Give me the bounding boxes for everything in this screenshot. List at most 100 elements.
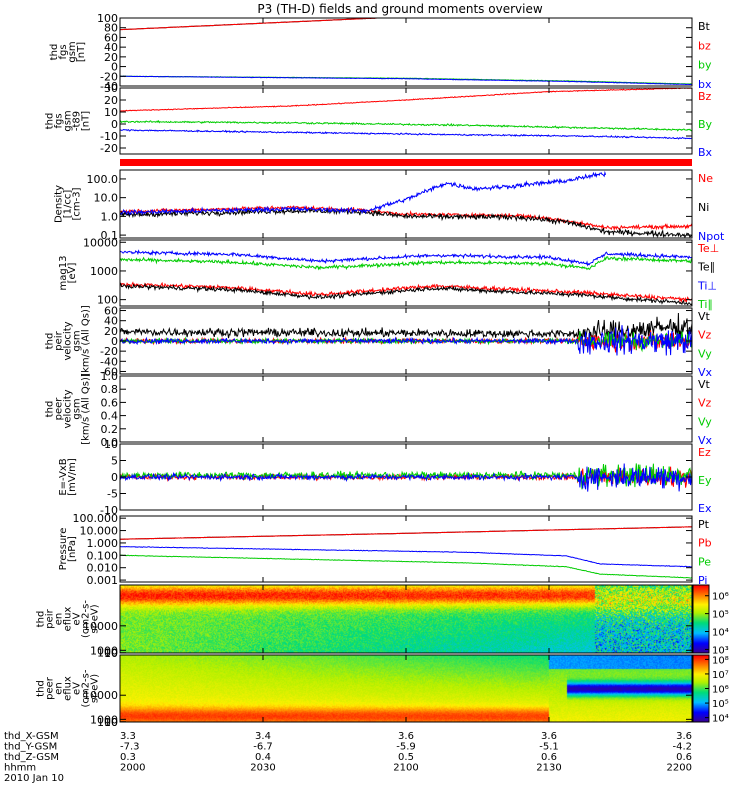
y-axis-label: peer [54,397,65,421]
legend-Bt: Bt [698,20,711,33]
panels: Btbzbybx100806040200-20-40thdfgsgsm[nT]B… [36,12,729,729]
series-line-bx [120,75,692,85]
series-line-Pb [119,526,693,540]
legend-Pt: Pt [698,518,710,531]
y-tick-label: 10000 [83,236,118,249]
x-row-value: 2100 [393,763,418,774]
colorbar-tick-label: 10⁴ [712,714,729,725]
y-axis-label: [eV] [67,263,78,284]
colorbar-tick-label: 10⁶ [712,685,729,696]
y-tick-label: -20 [100,142,118,155]
x-row-label: thd_Y-GSM [4,742,57,753]
x-row-value: 3.4 [255,731,271,742]
x-row-value: 0.4 [255,752,271,763]
y-tick-label: 100 [97,647,118,660]
y-tick-label: 1000 [90,713,118,726]
colorbar-tick-label: 10⁸ [712,655,729,666]
y-axis-label: Pressure [58,528,69,571]
y-tick-label: 20 [104,51,118,64]
x-row-value: 0.5 [398,752,414,763]
y-tick-label: 0.0 [101,436,119,449]
y-tick-label: 10.000 [80,525,119,538]
panel-7: Ez Ey Ex 10 5 0 -5 -10 E=-VxB[mV/m] [58,438,712,517]
y-axis-label: [mV/m] [67,458,78,496]
x-row-value: 3.3 [120,731,136,742]
colorbar-tick-label: 10⁴ [712,628,729,639]
y-axis-label: eflux [63,607,74,632]
spectrogram [120,655,692,722]
figure-title: P3 (TH-D) fields and ground moments over… [257,2,542,16]
y-tick-label: 80 [104,22,118,35]
y-tick-label: 100 [97,716,118,729]
series-line-By [119,119,693,132]
series-line-bz [119,17,378,31]
legend-Ex: Ex [698,502,712,515]
series-line-Bx [119,128,692,140]
y-tick-label: 1000 [90,644,118,657]
y-axis-label: Density [54,185,65,223]
y-tick-label: 1.0 [101,210,119,223]
panel-frame [119,515,693,583]
x-row-value: -5.1 [539,742,559,753]
y-axis-label: peir [54,330,65,350]
y-tick-label: -40 [100,80,118,93]
y-tick-label: -10 [100,504,118,517]
x-row-value: 2130 [536,763,561,774]
y-axis-label: [km/s (All Qs)] [81,373,92,445]
legend-Ti⊥: Ti⊥ [697,279,717,292]
panel-6: Vt Vz Vy Vx 1.00.80.60.40.20.0 thdpeervelocit… [45,370,713,449]
date-label: 2010 Jan 10 [4,773,64,784]
y-axis-label: eV [72,682,83,695]
legend-Ne: Ne [698,172,713,185]
y-axis-label: en [54,682,65,695]
y-axis-label: eV [72,612,83,625]
colorbar [693,585,709,653]
y-axis-label: sr-eV) [90,674,101,703]
y-tick-label: 60 [104,305,118,318]
y-tick-label: 0 [111,61,118,74]
y-axis-label: gsm [72,398,83,419]
y-axis-label: mag13 [58,256,69,291]
legend-Pe: Pe [698,555,711,568]
panel-frame [119,17,693,87]
y-tick-label: 100 [97,294,118,307]
y-axis-label: en [54,613,65,626]
y-axis-label: [1/cc] [63,190,74,219]
x-row-value: 2000 [120,763,145,774]
y-axis-label: [km/s (All Qs)] [81,305,92,377]
y-axis-label: thd [45,401,56,418]
legend-Ti∥: Ti∥ [697,298,713,311]
y-axis-label: thd [36,611,47,628]
y-tick-label: 1.000 [87,537,119,550]
legend-Vy: Vy [698,347,712,360]
y-axis-label: sr-eV) [90,604,101,633]
series-line-Ni [119,207,693,239]
panel-frame [119,87,693,155]
legend-Te⊥: Te⊥ [697,242,719,255]
colorbar-tick-label: 10⁵ [712,699,729,710]
series-line-Ex [119,463,693,492]
y-tick-label: 0.010 [87,562,119,575]
legend-Te∥: Te∥ [697,261,715,274]
legend-Bz: Bz [698,90,712,103]
colorbar-tick-label: 10³ [712,645,729,656]
separator-band [120,159,692,166]
colorbar-tick-label: 10⁵ [712,610,729,621]
spectrogram [120,585,692,653]
panel-frame [119,375,693,443]
series-line-Ti∥ [119,256,693,271]
panel-4: Te⊥ Te∥ Ti⊥ Ti∥ 10000 1000 100 mag13[eV] [58,236,719,311]
y-axis-label: gsm [72,330,83,351]
x-row-label: thd_X-GSM [4,731,59,742]
x-row-value: 2200 [667,763,692,774]
x-row-value: 3.6 [541,731,557,742]
y-axis-label: thd [45,333,56,350]
legend-Vx: Vx [698,366,713,379]
y-axis-label: [nT] [76,42,87,62]
y-tick-label: 20 [104,325,118,338]
